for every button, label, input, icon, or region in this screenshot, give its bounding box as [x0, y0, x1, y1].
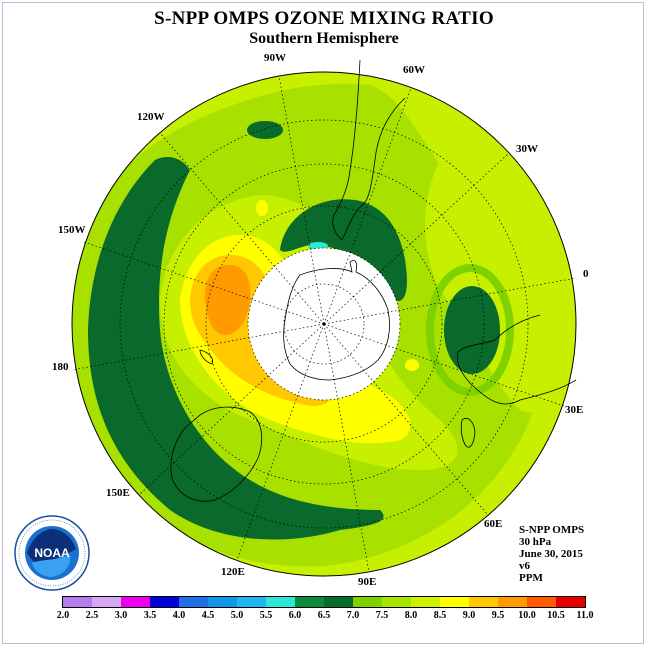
field-yellow-spot-b: [405, 359, 419, 371]
colorbar-swatch: [353, 597, 382, 607]
colorbar-tick-label: 4.0: [172, 610, 186, 621]
field-oval-ring: [426, 264, 514, 396]
colorbar-tick-label: 5.5: [259, 610, 273, 621]
colorbar-tick-label: 8.0: [404, 610, 418, 621]
africa-coastline: [456, 314, 577, 405]
info-level: 30 hPa: [519, 536, 552, 548]
info-instrument: S-NPP OMPS: [519, 524, 585, 536]
lon-label-90w: 90W: [264, 52, 286, 64]
meridian-lines: [71, 75, 577, 573]
colorbar-tick-label: 9.0: [462, 610, 476, 621]
colorbar-tick-label: 4.5: [201, 610, 215, 621]
lon-label-120w: 120W: [137, 111, 165, 123]
lon-label-150e: 150E: [106, 487, 130, 499]
colorbar-swatch: [382, 597, 411, 607]
colorbar-swatch: [411, 597, 440, 607]
south-america-coastline: [332, 59, 406, 241]
field-dark-green-blob: [247, 121, 283, 139]
colorbar-swatch: [266, 597, 295, 607]
map-disc-border: [71, 71, 577, 577]
new-zealand-coastline: [199, 349, 214, 365]
colorbar-swatch: [121, 597, 150, 607]
colorbar-tick-label: 11.0: [576, 610, 594, 621]
lon-label-0: 0: [583, 268, 589, 280]
lon-label-30e: 30E: [565, 404, 584, 416]
south-pole-marker: [322, 322, 326, 326]
info-units: PPM: [519, 572, 543, 584]
colorbar-tick-label: 10.5: [547, 610, 565, 621]
colorbar-ticks: 2.0 2.5 3.0 3.5 4.0 4.5 5.0 5.5 6.0 6.5 7.0 7.5 8.0 8…: [40, 610, 606, 624]
colorbar-swatch: [208, 597, 237, 607]
field-dark-green-peninsula: [280, 199, 407, 301]
colorbar-tick-label: 5.0: [230, 610, 244, 621]
info-block: S-NPP OMPS 30 hPa June 30, 2015 v6 PPM: [519, 524, 584, 584]
field-dark-orange: [205, 265, 251, 335]
colorbar-tick-label: 2.0: [56, 610, 70, 621]
lon-label-30w: 30W: [516, 143, 538, 155]
colorbar-swatch: [237, 597, 266, 607]
colorbar-swatch: [440, 597, 469, 607]
lon-label-90e: 90E: [358, 576, 377, 588]
map-subtitle: Southern Hemisphere: [249, 30, 399, 47]
colorbar-swatch: [324, 597, 353, 607]
colorbar-tick-label: 6.0: [288, 610, 302, 621]
logo-wave-shape: [32, 555, 71, 577]
colorbar-swatch: [150, 597, 179, 607]
colorbar-swatch: [295, 597, 324, 607]
info-date: June 30, 2015: [519, 548, 583, 560]
lon-label-120e: 120E: [221, 566, 245, 578]
colorbar-tick-label: 3.0: [114, 610, 128, 621]
latitude-circles: [119, 119, 529, 529]
logo-text-ring: [18, 519, 86, 587]
colorbar: [62, 596, 586, 608]
lon-label-180: 180: [52, 361, 69, 373]
colorbar-swatch: [498, 597, 527, 607]
colorbar-tick-label: 8.5: [433, 610, 447, 621]
lon-label-60e: 60E: [484, 518, 503, 530]
colorbar-tick-label: 2.5: [85, 610, 99, 621]
field-dark-green-oval: [444, 286, 500, 374]
field-dark-green-crescent: [88, 157, 384, 540]
noaa-logo-icon: NOAA: [14, 515, 90, 591]
colorbar-tick-label: 9.5: [491, 610, 505, 621]
colorbar-tick-label: 7.5: [375, 610, 389, 621]
colorbar-tick-label: 6.5: [317, 610, 331, 621]
map-title: S-NPP OMPS OZONE MIXING RATIO: [154, 8, 494, 29]
logo-text: NOAA: [34, 546, 70, 560]
info-version: v6: [519, 560, 530, 572]
lon-label-60w: 60W: [403, 64, 425, 76]
field-yellow-spot-a: [256, 200, 268, 216]
madagascar-coastline: [460, 417, 476, 448]
colorbar-tick-label: 3.5: [143, 610, 157, 621]
antarctica-coastline: [283, 260, 390, 381]
colorbar-tick-label: 7.0: [346, 610, 360, 621]
colorbar-swatch: [63, 597, 92, 607]
australia-coastline: [170, 406, 263, 502]
colorbar-swatch: [179, 597, 208, 607]
logo-bird-shape: [27, 529, 76, 565]
colorbar-swatch: [556, 597, 585, 607]
colorbar-swatch: [92, 597, 121, 607]
colorbar-tick-label: 10.0: [518, 610, 536, 621]
colorbar-swatch: [527, 597, 556, 607]
lon-label-150w: 150W: [58, 224, 86, 236]
colorbar-swatch: [469, 597, 498, 607]
